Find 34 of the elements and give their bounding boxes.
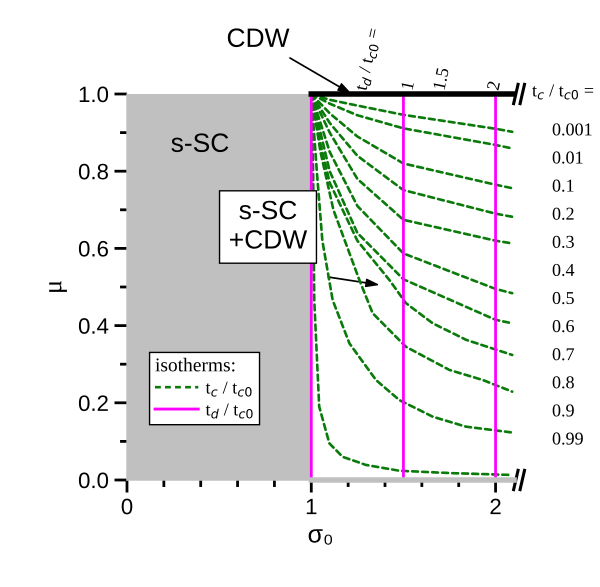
- x-tick-label: 0: [122, 498, 132, 514]
- text: 0.8: [552, 376, 574, 388]
- y-tick-label: 0.8: [78, 164, 108, 180]
- text: 0.1: [552, 180, 574, 192]
- y-tick-label: 0.6: [78, 240, 108, 257]
- text: t$_{d}$ / t$_{c0}$ =: [354, 28, 382, 92]
- text: 0.6: [552, 320, 574, 332]
- text: 0.9: [552, 404, 574, 417]
- x-tick-label: 2: [490, 498, 501, 514]
- text: 0.5: [552, 292, 574, 304]
- x-tick-label: 1: [306, 498, 316, 514]
- x-axis-title: σ₀: [308, 529, 332, 545]
- text: 2: [486, 80, 500, 90]
- y-tick-label: 1.0: [80, 86, 108, 102]
- legend-label: t$_{c}$ / t$_{c0}$: [206, 382, 252, 397]
- legend-title: isotherms:: [155, 358, 234, 372]
- y-tick-label: 0.0: [78, 472, 108, 488]
- y-tick-label: 0.2: [78, 395, 108, 412]
- text: 0.01: [552, 151, 583, 164]
- y-axis-title: μ: [49, 281, 67, 292]
- annotation: s-SC: [171, 133, 228, 152]
- text: 0.2: [552, 208, 574, 220]
- text: 0.99: [552, 432, 583, 445]
- y-tick-label: 0.4: [78, 318, 108, 334]
- annotation: s-SC +CDW: [230, 200, 308, 249]
- text: 0.7: [552, 348, 574, 360]
- text: 0.3: [552, 236, 574, 248]
- legend-label: t$_{d}$ / t$_{c0}$: [206, 403, 253, 419]
- text: 1: [400, 80, 414, 90]
- text: 0.4: [552, 264, 574, 276]
- annotation: CDW: [228, 28, 290, 48]
- text: 0.001: [552, 123, 592, 136]
- text: t$_{c}$ / t$_{c0}$ =: [532, 84, 594, 100]
- text: 1.5: [432, 67, 450, 90]
